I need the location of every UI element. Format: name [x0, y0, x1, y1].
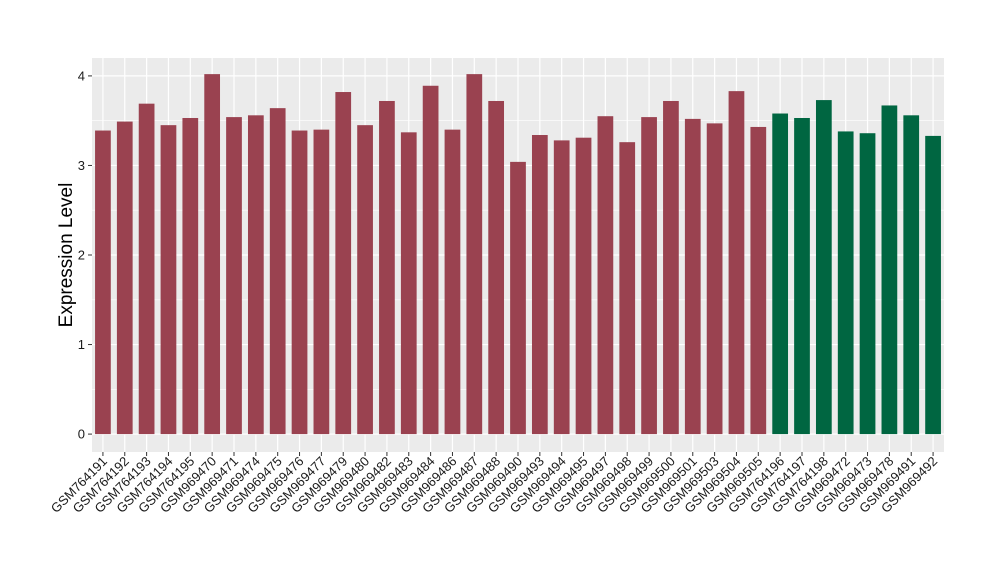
bar-GSM764193: [138, 103, 155, 435]
bar-GSM764197: [794, 117, 810, 435]
y-axis: 0 1 2 3 4: [78, 68, 92, 442]
bar-GSM969477: [313, 129, 330, 435]
bar-GSM969501: [684, 118, 701, 435]
bar-GSM764194: [160, 125, 177, 435]
bar-GSM969498: [619, 142, 636, 435]
bar-GSM969491: [903, 115, 920, 435]
bar-GSM969493: [531, 135, 548, 435]
bar-GSM969479: [335, 92, 352, 435]
bar-GSM969494: [553, 140, 570, 435]
bars: [95, 74, 941, 435]
bar-GSM969487: [466, 74, 483, 435]
bar-GSM969490: [510, 161, 526, 435]
y-tick-label: 2: [78, 248, 85, 263]
bar-GSM969500: [663, 100, 679, 435]
y-tick-label: 1: [78, 337, 85, 352]
bar-GSM764198: [815, 100, 832, 435]
bar-GSM969492: [925, 135, 941, 435]
bar-GSM969504: [728, 91, 745, 435]
bar-GSM969473: [859, 133, 876, 435]
bar-GSM969499: [641, 117, 657, 435]
bar-GSM764195: [182, 117, 199, 435]
bar-GSM764196: [772, 113, 789, 435]
bar-GSM969505: [750, 126, 767, 435]
bar-GSM764192: [116, 121, 133, 435]
bar-GSM969471: [226, 117, 242, 435]
bar-GSM969497: [597, 116, 614, 435]
bar-GSM969484: [422, 85, 439, 435]
bar-GSM969495: [575, 137, 592, 435]
bar-GSM969476: [291, 130, 308, 435]
y-tick-label: 3: [78, 158, 85, 173]
bar-GSM969486: [444, 129, 461, 435]
bar-GSM969478: [881, 105, 898, 435]
bar-GSM969483: [400, 132, 417, 435]
bar-GSM969475: [269, 108, 286, 435]
y-tick-label: 0: [78, 427, 85, 442]
bar-GSM969480: [357, 125, 373, 435]
bar-GSM969488: [488, 100, 505, 435]
bar-GSM764191: [95, 130, 111, 435]
y-tick-label: 4: [78, 68, 85, 83]
bar-GSM969482: [379, 100, 395, 435]
bar-GSM969470: [204, 74, 221, 435]
y-axis-title: Expression Level: [56, 183, 77, 328]
bar-GSM969472: [837, 131, 854, 435]
bar-GSM969474: [247, 115, 264, 435]
bar-GSM969503: [706, 123, 723, 435]
x-axis: GSM764191GSM764192GSM764193GSM764194GSM7…: [48, 452, 940, 516]
